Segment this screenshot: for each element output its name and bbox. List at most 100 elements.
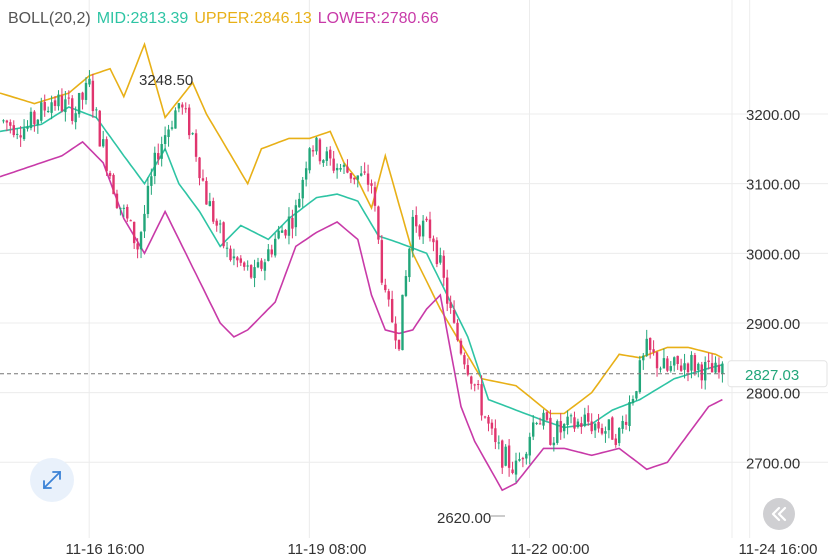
candle-body [64, 99, 67, 113]
candle-body [583, 414, 586, 426]
lower-value: LOWER:2780.66 [317, 10, 439, 27]
candle-body [397, 339, 401, 350]
candle-body [366, 173, 370, 185]
candle-body [497, 442, 500, 444]
candle-body [291, 217, 294, 229]
upper-value: UPPER:2846.13 [194, 10, 312, 27]
candle-body [714, 362, 717, 373]
candle-body [466, 365, 470, 375]
candle-body [322, 160, 325, 163]
candle-body [122, 207, 126, 209]
candle-body [112, 174, 115, 195]
candle-body [569, 415, 573, 417]
mid-value: MID:2813.39 [96, 10, 189, 27]
candle-body [377, 206, 380, 240]
candle-body [16, 133, 19, 135]
candle-body [573, 417, 576, 429]
candle-body [511, 469, 514, 473]
candle-body [456, 322, 459, 341]
candle-body [260, 260, 263, 269]
candle-body [277, 230, 280, 239]
candle-body [470, 376, 473, 384]
candle-body [342, 164, 346, 167]
candles [2, 70, 724, 483]
candle-body [704, 361, 707, 381]
candle-body [274, 238, 277, 256]
candle-body [442, 255, 445, 278]
candle-body [618, 428, 621, 444]
candle-body [490, 422, 494, 429]
candle-body [452, 309, 456, 323]
candle-body [710, 363, 714, 373]
candle-body [26, 126, 29, 129]
candle-body [593, 423, 597, 431]
candle-body [473, 384, 476, 386]
candle-body [256, 262, 260, 268]
candle-body [693, 355, 697, 372]
candle-body [525, 453, 528, 459]
candle-body [707, 360, 710, 362]
candle-body [188, 107, 191, 136]
candle-body [60, 95, 64, 112]
candle-body [662, 358, 666, 369]
candle-body [415, 215, 418, 227]
candle-body [556, 421, 559, 443]
candle-body [425, 218, 428, 221]
candle-body [360, 173, 363, 176]
candle-body [74, 113, 77, 123]
candle-body [19, 135, 22, 138]
candle-body [95, 109, 98, 111]
candle-body [411, 216, 414, 251]
x-tick-label: 11-22 00:00 [511, 541, 590, 558]
candle-body [387, 291, 390, 300]
candle-body [648, 337, 652, 350]
candle-body [139, 232, 143, 250]
candle-body [428, 219, 432, 239]
candle-body [146, 185, 150, 215]
candle-body [679, 365, 683, 371]
candle-body [346, 166, 349, 173]
candle-body [222, 222, 225, 247]
candle-body [280, 230, 284, 233]
candle-body [33, 111, 36, 125]
x-tick-label: 11-24 16:00 [739, 541, 818, 558]
candle-body [9, 122, 12, 126]
candle-body [390, 298, 394, 323]
expand-button[interactable] [30, 458, 74, 502]
candle-body [518, 459, 521, 461]
candle-body [194, 133, 198, 157]
candle-body [562, 424, 566, 432]
candle-body [642, 355, 645, 361]
candle-body [721, 363, 724, 374]
candle-body [528, 436, 531, 456]
candle-body [624, 421, 628, 425]
candle-body [201, 178, 205, 181]
candle-body [604, 431, 607, 434]
candle-body [177, 103, 181, 109]
candle-body [494, 428, 497, 443]
candle-body [212, 200, 215, 222]
candle-body [370, 183, 373, 186]
candle-body [325, 151, 328, 161]
candle-body [163, 135, 167, 144]
bollinger-bands [0, 41, 723, 492]
candle-body [446, 277, 449, 304]
candle-body [229, 248, 232, 261]
candle-body [71, 98, 74, 121]
candle-body [538, 423, 542, 425]
y-tick-label: 2700.00 [746, 455, 800, 472]
candle-body [535, 422, 538, 424]
candle-body [181, 104, 184, 108]
candle-body [315, 137, 318, 152]
candle-body [160, 144, 163, 159]
candle-body [318, 139, 322, 162]
scroll-to-latest-button[interactable] [763, 498, 795, 530]
candle-body [191, 133, 194, 135]
y-tick-label: 3100.00 [746, 177, 800, 194]
candle-body [67, 97, 70, 99]
candle-body [635, 391, 638, 399]
candle-body [349, 173, 353, 179]
candle-body [673, 357, 676, 366]
candle-body [501, 440, 504, 468]
